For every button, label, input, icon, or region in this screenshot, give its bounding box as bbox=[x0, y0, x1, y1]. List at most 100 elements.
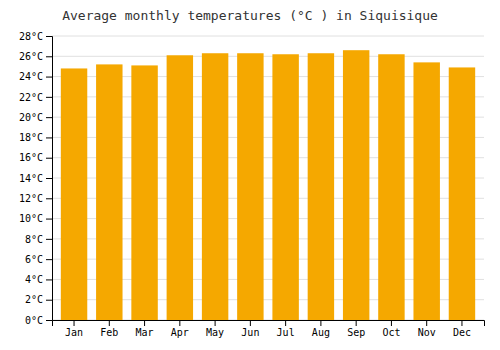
y-tick: 2°C bbox=[25, 294, 52, 305]
bar bbox=[96, 64, 122, 320]
x-tick: May bbox=[206, 320, 224, 338]
x-tick: Feb bbox=[100, 320, 118, 338]
bar bbox=[61, 68, 87, 320]
x-tick-mark bbox=[179, 320, 180, 326]
y-tick: 24°C bbox=[19, 71, 52, 82]
y-tick-label: 18°C bbox=[19, 132, 43, 143]
bar bbox=[413, 62, 439, 320]
x-axis: Jan Feb Mar Apr May Jun Jul Aug Sep Oct Nov Dec bbox=[53, 320, 485, 338]
y-tick-label: 6°C bbox=[25, 254, 43, 265]
y-tick-label: 28°C bbox=[19, 31, 43, 42]
y-tick-label: 8°C bbox=[25, 234, 43, 245]
y-tick-mark bbox=[46, 36, 52, 37]
x-tick: Dec bbox=[453, 320, 471, 338]
bar bbox=[237, 53, 263, 320]
title: Average monthly temperatures (°C ) in Si… bbox=[62, 8, 438, 23]
y-tick-mark bbox=[46, 117, 52, 118]
x-tick: Mar bbox=[136, 320, 154, 338]
y-tick: 18°C bbox=[19, 132, 52, 143]
y-tick: 8°C bbox=[25, 234, 52, 245]
x-tick-label: Aug bbox=[312, 327, 330, 338]
x-tick-mark bbox=[391, 320, 392, 326]
y-tick: 10°C bbox=[19, 213, 52, 224]
y-tick-mark bbox=[46, 300, 52, 301]
x-tick-label: May bbox=[206, 327, 224, 338]
x-tick-mark bbox=[356, 320, 357, 326]
y-tick-label: 14°C bbox=[19, 173, 43, 184]
y-tick-label: 20°C bbox=[19, 112, 43, 123]
x-tick-mark bbox=[144, 320, 145, 326]
bar bbox=[202, 53, 228, 320]
x-tick: Jul bbox=[277, 320, 295, 338]
x-tick: Aug bbox=[312, 320, 330, 338]
y-tick-mark bbox=[46, 178, 52, 179]
y-tick-label: 2°C bbox=[25, 294, 43, 305]
y-tick-mark bbox=[46, 77, 52, 78]
y-tick-mark bbox=[46, 97, 52, 98]
y-tick: 22°C bbox=[19, 92, 52, 103]
y-tick-mark bbox=[46, 137, 52, 138]
y-tick-label: 16°C bbox=[19, 152, 43, 163]
x-tick-mark bbox=[461, 320, 462, 326]
y-tick: 20°C bbox=[19, 112, 52, 123]
x-tick-mark bbox=[426, 320, 427, 326]
x-tick-label: Sep bbox=[347, 327, 365, 338]
x-tick-mark bbox=[320, 320, 321, 326]
x-tick-mark bbox=[74, 320, 75, 326]
x-tick-label: Apr bbox=[171, 327, 189, 338]
plot: 0°C 2°C 4°C 6°C 8°C 10°C 12°C 14°C 16°C 18°C 20°C 2… bbox=[19, 31, 485, 338]
x-tick: Jun bbox=[241, 320, 259, 338]
x-axis-line bbox=[53, 321, 485, 327]
y-tick-mark bbox=[46, 320, 52, 321]
bar bbox=[167, 55, 193, 320]
y-tick-mark bbox=[46, 158, 52, 159]
y-tick-mark bbox=[46, 259, 52, 260]
x-tick-label: Jun bbox=[241, 327, 259, 338]
y-tick-mark bbox=[46, 56, 52, 57]
x-tick-label: Oct bbox=[382, 327, 400, 338]
y-tick-label: 26°C bbox=[19, 51, 43, 62]
y-tick: 6°C bbox=[25, 254, 52, 265]
x-tick-label: Jul bbox=[277, 327, 295, 338]
x-tick: Oct bbox=[382, 320, 400, 338]
y-axis: 0°C 2°C 4°C 6°C 8°C 10°C 12°C 14°C 16°C 18°C 20°C 2… bbox=[19, 31, 53, 326]
bar bbox=[131, 65, 157, 320]
bar bbox=[449, 67, 475, 320]
y-tick-mark bbox=[46, 219, 52, 220]
x-tick-label: Mar bbox=[136, 327, 154, 338]
bar bbox=[308, 53, 334, 320]
y-tick: 12°C bbox=[19, 193, 52, 204]
x-tick-label: Feb bbox=[100, 327, 118, 338]
x-tick: Apr bbox=[171, 320, 189, 338]
grid-line bbox=[52, 56, 484, 57]
y-tick: 16°C bbox=[19, 152, 52, 163]
grid bbox=[52, 36, 484, 320]
y-tick-label: 24°C bbox=[19, 71, 43, 82]
y-tick-mark bbox=[46, 239, 52, 240]
x-tick-label: Nov bbox=[418, 327, 436, 338]
y-tick-label: 0°C bbox=[25, 315, 43, 326]
y-tick-label: 4°C bbox=[25, 274, 43, 285]
bar bbox=[378, 54, 404, 320]
y-axis-line bbox=[46, 37, 53, 321]
y-tick: 28°C bbox=[19, 31, 52, 42]
x-tick-mark bbox=[109, 320, 110, 326]
x-tick: Nov bbox=[418, 320, 436, 338]
y-tick-mark bbox=[46, 279, 52, 280]
x-tick-mark bbox=[285, 320, 286, 326]
x-tick-label: Dec bbox=[453, 327, 471, 338]
bars bbox=[61, 50, 475, 320]
bar bbox=[343, 50, 369, 320]
y-tick: 0°C bbox=[25, 315, 52, 326]
y-tick: 14°C bbox=[19, 173, 52, 184]
y-tick: 26°C bbox=[19, 51, 52, 62]
x-tick-mark bbox=[215, 320, 216, 326]
x-tick: Jan bbox=[65, 320, 83, 338]
x-tick-mark bbox=[250, 320, 251, 326]
chart: Average monthly temperatures (°C ) in Si… bbox=[0, 0, 500, 350]
grid-line bbox=[52, 36, 484, 37]
y-tick-label: 10°C bbox=[19, 213, 43, 224]
x-tick-label: Jan bbox=[65, 327, 83, 338]
y-tick-label: 12°C bbox=[19, 193, 43, 204]
bar bbox=[272, 54, 298, 320]
